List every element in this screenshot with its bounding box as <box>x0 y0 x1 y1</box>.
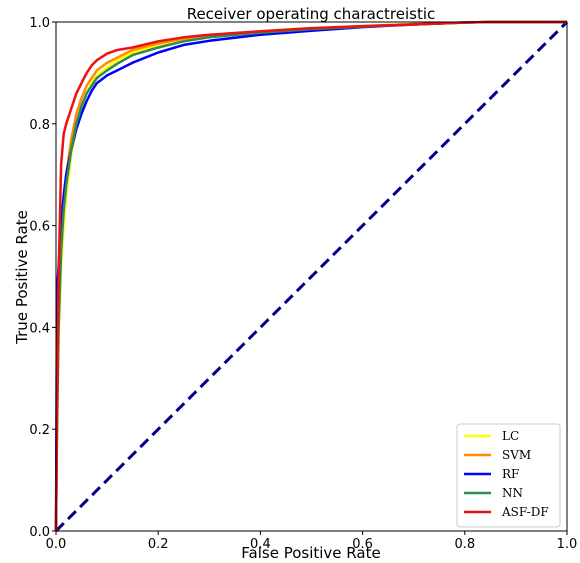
y-tick-label: 0.6 <box>29 220 50 235</box>
y-tick-label: 0.2 <box>29 423 50 438</box>
chance-diagonal-line <box>54 20 569 533</box>
y-tick-label: 0.0 <box>29 525 50 540</box>
legend-label-asf-df: ASF-DF <box>501 505 549 519</box>
y-axis-label: True Positive Rate <box>13 210 31 345</box>
series-line-asf-df <box>54 20 567 532</box>
x-tick-label: 0.2 <box>148 537 169 552</box>
legend-label-rf: RF <box>502 467 519 481</box>
x-tick-label: 0.0 <box>46 537 67 552</box>
legend-label-lc: LC <box>502 429 519 443</box>
y-tick-label: 0.4 <box>29 321 50 336</box>
legend-label-svm: SVM <box>502 448 531 462</box>
axes-frame <box>55 21 568 532</box>
chart-title: Receiver operating charactreistic <box>187 5 436 23</box>
y-tick-label: 1.0 <box>29 16 50 31</box>
y-tick-label: 0.8 <box>29 118 50 133</box>
legend-box <box>456 423 561 528</box>
plot-area: 0.0 0.2 0.4 0.6 0.8 1.0 0.0 0.2 0.4 0.6 0.8 1.0 LC SV… <box>29 16 577 552</box>
legend-label-nn: NN <box>502 486 523 500</box>
x-tick-label: 0.6 <box>352 537 373 552</box>
x-axis-label: False Positive Rate <box>241 544 380 562</box>
x-tick-label: 0.8 <box>454 537 475 552</box>
x-tick-label: 1.0 <box>557 537 578 552</box>
x-tick-label: 0.4 <box>250 537 271 552</box>
